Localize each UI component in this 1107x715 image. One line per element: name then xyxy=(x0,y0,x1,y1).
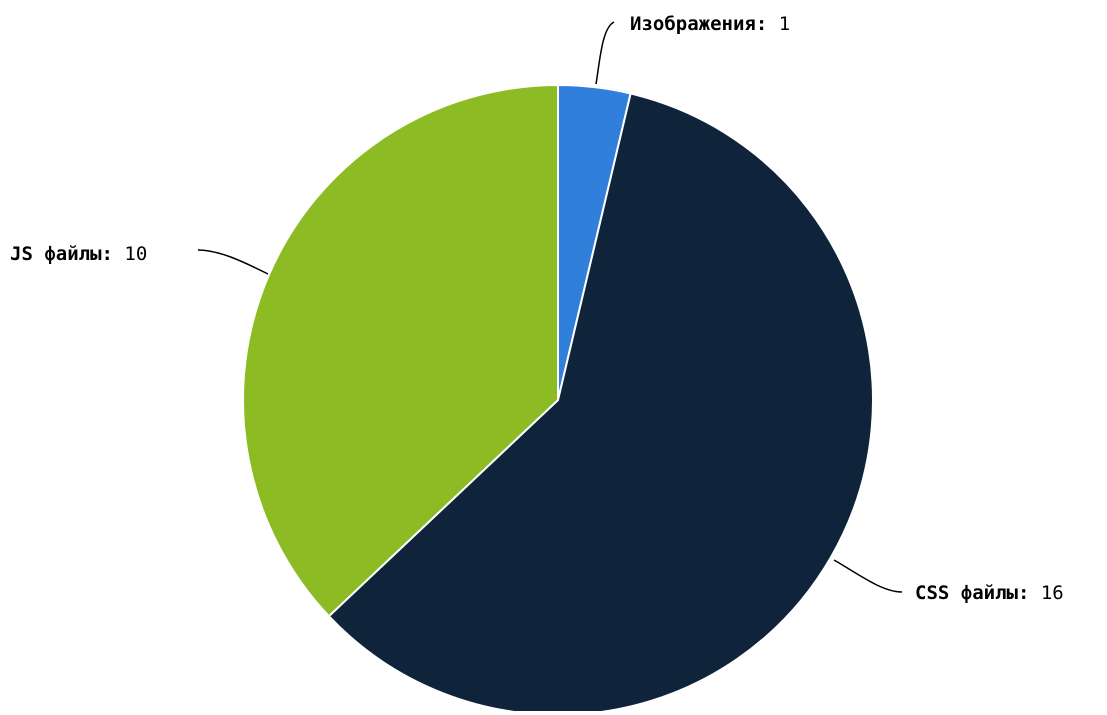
pie-label-connector-1 xyxy=(595,21,615,85)
connectors-layer xyxy=(197,21,903,593)
pie-label-name: Изображения xyxy=(630,13,756,35)
pie-slice-3 xyxy=(242,83,559,618)
pie-label-value: 10 xyxy=(124,243,147,265)
slices-layer xyxy=(242,83,874,715)
pie-label-connector-2 xyxy=(833,559,903,593)
pie-label-3: JS файлы: 10 xyxy=(10,243,147,265)
pie-label-value: 1 xyxy=(779,13,790,35)
pie-slice-2 xyxy=(327,92,874,715)
pie-label-separator: : xyxy=(1018,582,1041,604)
pie-label-connector-3 xyxy=(197,249,269,275)
labels-layer: Изображения: 1 CSS файлы: 16 JS файлы: 10 xyxy=(10,13,1064,604)
pie-label-value: 16 xyxy=(1041,582,1064,604)
pie-label-separator: : xyxy=(756,13,779,35)
pie-label-separator: : xyxy=(102,243,125,265)
pie-label-name: JS файлы xyxy=(10,243,102,265)
pie-label-2: CSS файлы: 16 xyxy=(915,582,1064,604)
pie-label-name: CSS файлы xyxy=(915,582,1019,604)
pie-label-1: Изображения: 1 xyxy=(630,13,790,35)
